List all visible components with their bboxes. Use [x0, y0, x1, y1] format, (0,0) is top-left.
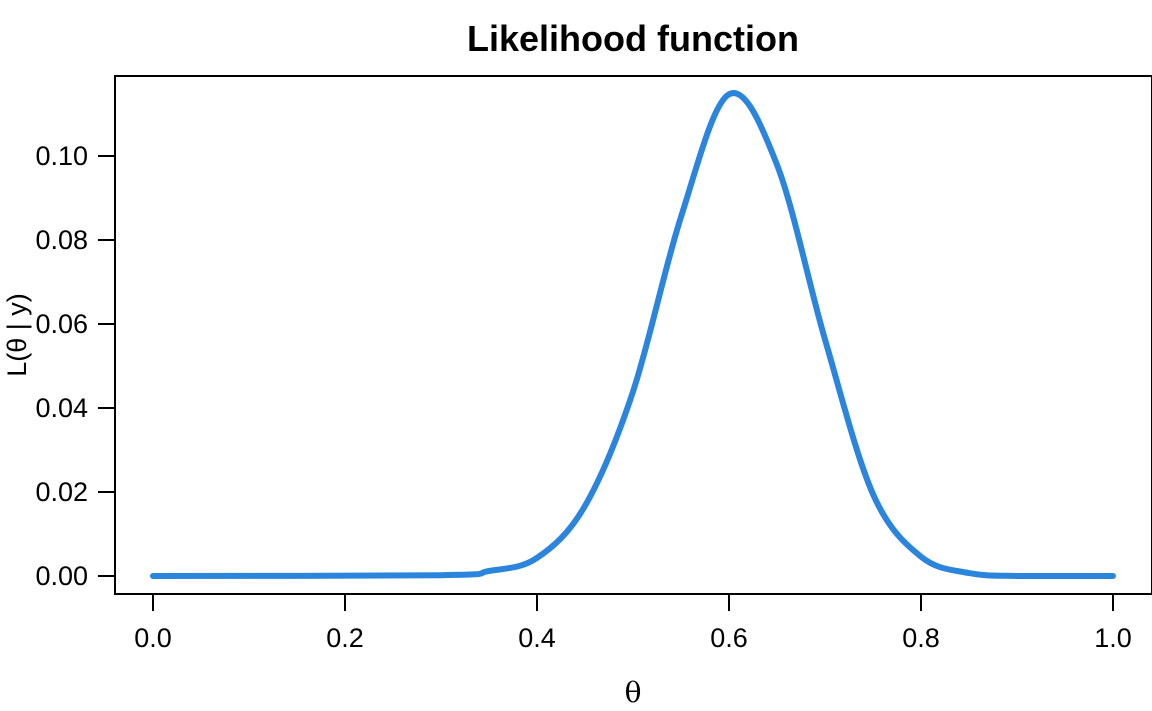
y-tick-label: 0.00 [35, 561, 88, 591]
y-axis: 0.00 0.02 0.04 0.06 0.08 0.10 [35, 141, 116, 591]
x-tick-label: 0.4 [518, 623, 556, 653]
x-tick-label: 0.8 [902, 623, 940, 653]
x-tick-label: 0.0 [134, 623, 172, 653]
x-tick-label: 1.0 [1094, 623, 1132, 653]
y-tick-label: 0.08 [35, 225, 88, 255]
y-tick-label: 0.06 [35, 309, 88, 339]
y-tick-label: 0.02 [35, 477, 88, 507]
x-tick-label: 0.6 [710, 623, 748, 653]
chart-title: Likelihood function [467, 18, 799, 59]
y-tick-label: 0.04 [35, 393, 88, 423]
y-axis-label: L(θ | y) [2, 293, 32, 377]
y-tick-label: 0.10 [35, 141, 88, 171]
x-axis-label: θ [625, 676, 642, 709]
plot-frame [114, 75, 1152, 595]
likelihood-curve [150, 90, 1116, 580]
x-axis: 0.0 0.2 0.4 0.6 0.8 1.0 [134, 593, 1132, 653]
x-tick-label: 0.2 [326, 623, 364, 653]
